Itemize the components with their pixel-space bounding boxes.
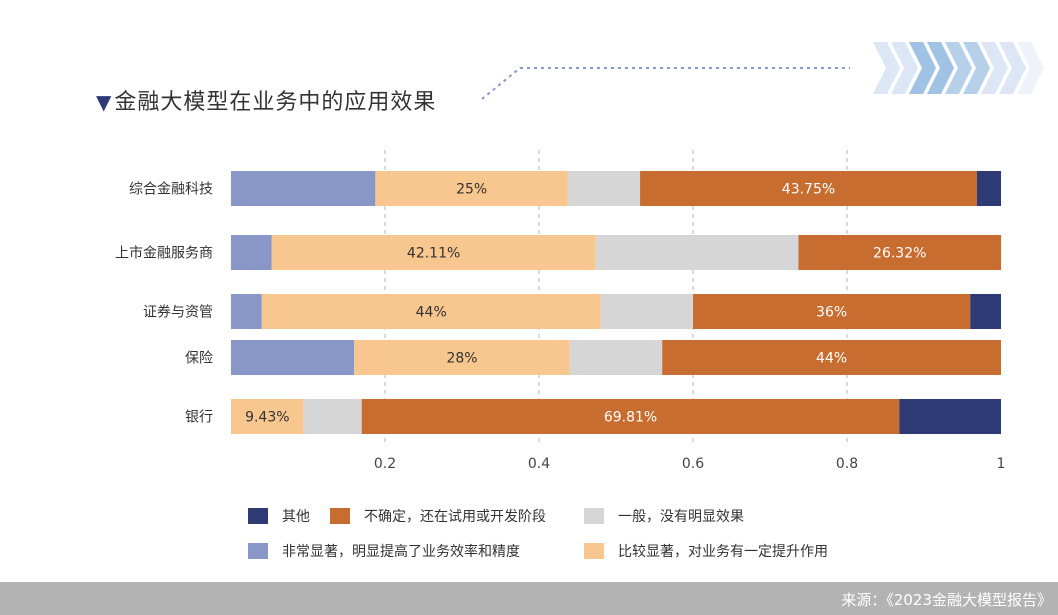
- bar-segment: [354, 340, 570, 375]
- chart-title: ▼金融大模型在业务中的应用效果: [96, 84, 436, 116]
- bar-segment: [231, 235, 272, 270]
- data-label: 36%: [816, 305, 847, 321]
- x-tick-label: 0.4: [528, 456, 550, 472]
- data-label: 44%: [816, 351, 847, 367]
- decoration: [481, 42, 1044, 100]
- legend-swatch: [248, 508, 268, 524]
- legend-item-very-significant: 非常显著，明显提高了业务效率和精度: [248, 541, 520, 561]
- bar-segment: [640, 171, 977, 206]
- legend-item-other: 其他: [248, 506, 310, 526]
- bar-segment: [375, 171, 568, 206]
- data-label: 28%: [446, 351, 477, 367]
- data-label: 43.75%: [782, 182, 835, 198]
- triangle-icon: ▼: [96, 90, 113, 114]
- x-tick-label: 0.6: [682, 456, 704, 472]
- source-text: 来源：《2023金融大模型报告》: [841, 591, 1052, 609]
- bar-segment: [798, 235, 1002, 270]
- bar-segment: [271, 235, 596, 270]
- bar-segment: [261, 294, 601, 329]
- bar-segment: [662, 340, 1001, 375]
- chart-title-text: 金融大模型在业务中的应用效果: [114, 90, 437, 115]
- data-label: 9.43%: [245, 410, 289, 426]
- bar-segment: [693, 294, 971, 329]
- data-label: 42.11%: [407, 246, 460, 262]
- bar-segment: [567, 171, 641, 206]
- data-label: 44%: [416, 305, 447, 321]
- category-label: 银行: [185, 410, 213, 426]
- category-label: 上市金融服务商: [115, 245, 213, 262]
- footer-bar: 来源：《2023金融大模型报告》: [0, 582, 1058, 615]
- legend-swatch: [248, 543, 268, 559]
- legend-item-fairly-significant: 比较显著，对业务有一定提升作用: [584, 541, 828, 561]
- bar-segment: [595, 235, 799, 270]
- x-tick-label: 1: [997, 456, 1006, 472]
- legend-swatch: [330, 508, 350, 524]
- legend-swatch: [584, 508, 604, 524]
- legend-item-average: 一般，没有明显效果: [584, 506, 744, 526]
- bar-segment: [361, 399, 900, 434]
- category-label: 证券与资管: [143, 305, 213, 321]
- legend-swatch: [584, 543, 604, 559]
- legend-item-uncertain: 不确定，还在试用或开发阶段: [330, 506, 546, 526]
- bar-segment: [231, 340, 355, 375]
- category-label: 保险: [185, 351, 213, 367]
- bar-segment: [899, 399, 1001, 434]
- chevron-arrows-decoration: [873, 42, 1044, 94]
- bar-segment: [231, 171, 376, 206]
- bar-segment: [231, 294, 262, 329]
- data-label: 25%: [456, 182, 487, 198]
- dotted-line-decoration: [481, 67, 850, 100]
- bar-segment: [976, 171, 1001, 206]
- stacked-bar-chart: 0.2 0.4 0.6 0.8 1 综合金融科技 25% 43.75% 上市金融服务商 42.11…: [115, 150, 1006, 472]
- data-label: 69.81%: [604, 410, 657, 426]
- bar-segment: [231, 399, 304, 434]
- bar-segment: [303, 399, 362, 434]
- bar-segment: [970, 294, 1001, 329]
- x-tick-label: 0.8: [836, 456, 858, 472]
- category-label: 综合金融科技: [129, 182, 213, 198]
- x-tick-label: 0.2: [374, 456, 396, 472]
- bar-segment: [569, 340, 663, 375]
- bar-segment: [600, 294, 693, 329]
- data-label: 26.32%: [873, 246, 926, 262]
